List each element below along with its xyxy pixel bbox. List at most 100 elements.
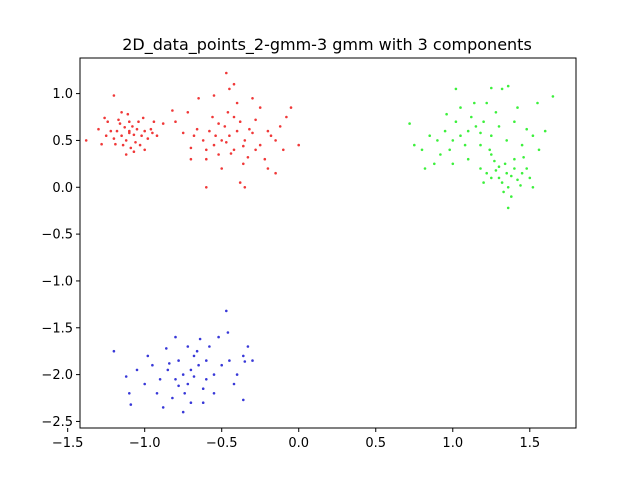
data-point xyxy=(223,125,227,128)
data-point xyxy=(208,129,211,133)
data-point xyxy=(112,137,116,140)
data-point xyxy=(201,387,205,391)
data-point xyxy=(174,335,177,339)
data-point xyxy=(516,178,519,182)
data-point xyxy=(143,148,146,152)
x-tick-label: 1.5 xyxy=(519,436,540,451)
y-tick-label: 1.0 xyxy=(52,87,73,102)
data-point xyxy=(274,139,277,142)
data-point xyxy=(248,127,251,131)
data-point xyxy=(289,106,293,109)
data-point xyxy=(134,141,137,144)
data-point xyxy=(494,111,498,114)
data-point xyxy=(235,101,239,105)
data-point xyxy=(151,363,154,367)
data-point xyxy=(228,87,231,91)
data-point xyxy=(225,309,228,313)
data-point xyxy=(137,120,140,123)
data-point xyxy=(135,368,139,372)
data-point xyxy=(258,106,262,109)
points-layer xyxy=(84,71,555,414)
data-point xyxy=(266,129,270,133)
data-point xyxy=(485,101,489,105)
data-point xyxy=(506,186,510,189)
data-point xyxy=(516,106,519,109)
data-point xyxy=(466,129,470,133)
data-point xyxy=(128,392,131,395)
data-point xyxy=(212,143,216,147)
data-point xyxy=(525,167,528,170)
data-point xyxy=(201,139,205,142)
data-point xyxy=(463,143,467,147)
data-point xyxy=(197,97,200,100)
data-point xyxy=(165,347,168,350)
data-point xyxy=(474,125,478,128)
plot-area-frame xyxy=(79,57,577,429)
data-point xyxy=(282,148,285,152)
data-point xyxy=(177,384,180,388)
data-point xyxy=(482,120,485,123)
data-point xyxy=(155,134,159,137)
data-point xyxy=(174,378,177,381)
data-point xyxy=(297,143,301,147)
data-point xyxy=(433,162,436,166)
data-point xyxy=(121,143,125,147)
data-point xyxy=(531,134,535,137)
data-point xyxy=(132,133,136,137)
data-point xyxy=(152,120,156,123)
data-point xyxy=(118,122,122,125)
data-point xyxy=(97,127,100,131)
data-point xyxy=(254,148,257,152)
data-point xyxy=(128,120,131,123)
y-tick-label: −1.0 xyxy=(41,274,73,289)
data-point xyxy=(151,131,154,135)
data-point xyxy=(513,157,516,161)
data-point xyxy=(232,382,236,386)
data-point xyxy=(177,359,180,362)
data-point xyxy=(451,162,455,166)
data-point xyxy=(149,127,153,131)
data-point xyxy=(285,115,288,119)
data-point xyxy=(228,359,231,362)
y-tick-label: 0.0 xyxy=(52,181,73,196)
data-point xyxy=(238,181,242,184)
data-point xyxy=(128,129,131,133)
data-point xyxy=(195,349,199,353)
data-point xyxy=(266,167,270,170)
data-point xyxy=(124,153,128,156)
data-point xyxy=(246,156,250,159)
data-point xyxy=(408,122,411,125)
data-point xyxy=(443,129,447,133)
data-point xyxy=(128,131,131,135)
data-point xyxy=(186,345,190,348)
data-point xyxy=(479,143,482,147)
data-point xyxy=(198,337,202,341)
y-axis: −2.5 −2.0 −1.5 −1.0 −0.5 0.0 0.5 1.0 xyxy=(41,87,80,430)
data-point xyxy=(197,363,200,367)
data-point xyxy=(229,152,233,155)
data-point xyxy=(423,167,427,170)
data-point xyxy=(161,122,165,125)
x-tick-label: 0.0 xyxy=(288,436,309,451)
data-point xyxy=(254,118,257,122)
data-point xyxy=(436,139,439,142)
data-point xyxy=(479,167,482,170)
data-point xyxy=(220,139,223,142)
data-point xyxy=(112,349,116,353)
x-tick-label: −0.5 xyxy=(206,436,238,451)
data-point xyxy=(212,392,216,395)
data-point xyxy=(181,131,185,135)
data-point xyxy=(115,129,119,133)
data-point xyxy=(186,382,190,386)
data-point xyxy=(168,362,171,365)
data-point xyxy=(138,143,142,147)
data-point xyxy=(238,120,242,123)
data-point xyxy=(140,134,143,137)
data-point xyxy=(510,174,513,178)
data-point xyxy=(166,368,170,372)
data-point xyxy=(490,134,493,137)
data-point xyxy=(189,157,193,161)
data-point xyxy=(505,139,509,142)
data-point xyxy=(500,87,504,91)
data-point xyxy=(520,171,524,175)
